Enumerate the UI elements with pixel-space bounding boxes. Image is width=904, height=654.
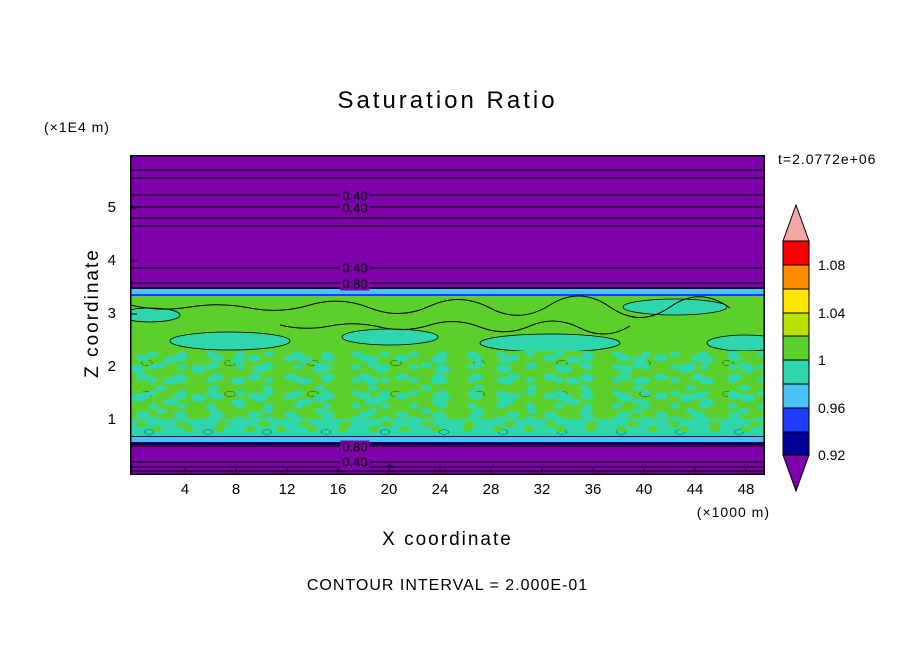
x-tick-label: 44 [686, 481, 704, 498]
colorbar-label: 0.92 [818, 447, 846, 463]
band-top-cyan-strip [130, 289, 765, 294]
x-tick-label: 20 [380, 481, 398, 498]
contour-label: 0.40 [340, 200, 370, 216]
x-tick-label: 16 [329, 481, 347, 498]
y-tick-label: 1 [107, 411, 116, 428]
x-tick-label: 8 [231, 481, 241, 498]
contour-label: 0.80 [340, 439, 370, 455]
x-tick-label: 36 [584, 481, 602, 498]
colorbar-under-arrow [782, 454, 810, 493]
colorbar-seg-cyan [782, 383, 810, 409]
colorbar-label: 0.96 [818, 400, 846, 416]
colorbar-seg-navy [782, 431, 810, 456]
y-tick-label: 2 [107, 358, 116, 375]
contour-interval-caption: CONTOUR INTERVAL = 2.000E-01 [306, 577, 589, 594]
band-bottom-cyan-strip [130, 437, 765, 442]
x-tick-label: 28 [482, 481, 500, 498]
y-tick-label: 5 [107, 199, 116, 216]
colorbar-seg-blue [782, 407, 810, 433]
x-tick-label: 48 [737, 481, 755, 498]
colorbar-seg-orange [782, 264, 810, 290]
speckle-mixture-zone [131, 351, 764, 419]
y-tick-label: 3 [107, 305, 116, 322]
colorbar-label: 1.04 [818, 305, 846, 321]
colorbar-over-arrow [782, 203, 810, 242]
colorbar-label: 1 [818, 352, 826, 368]
page-title: Saturation Ratio [337, 87, 558, 114]
minimum-marker: + [386, 459, 394, 473]
colorbar-seg-turquoise [782, 359, 810, 385]
colorbar [782, 203, 810, 493]
x-tick-label: 24 [431, 481, 449, 498]
colorbar-seg-yellow [782, 288, 810, 314]
x-tick-label: 12 [278, 481, 296, 498]
time-annotation: t=2.0772e+06 [778, 151, 877, 167]
contour-label: 0.40 [340, 454, 370, 470]
x-tick-label: 32 [533, 481, 551, 498]
colorbar-seg-red [782, 240, 810, 266]
band-top-blue-strip [130, 294, 765, 296]
colorbar-seg-yellowgreen [782, 312, 810, 337]
colorbar-seg-green [782, 335, 810, 361]
contour-plot-area: 0.40 0.40 0.40 0.80 0.80 0.40 + [130, 155, 765, 475]
y-axis-unit: (×1E4 m) [44, 119, 110, 135]
speckle-turquoise-zone [131, 419, 764, 436]
x-tick-label: 40 [635, 481, 653, 498]
contour-label: 0.40 [340, 260, 370, 276]
x-tick-label: 4 [180, 481, 190, 498]
x-axis-title: X coordinate [382, 529, 513, 550]
colorbar-label: 1.08 [818, 257, 846, 273]
contour-label: 0.80 [340, 276, 370, 292]
x-axis-unit: (×1000 m) [696, 504, 770, 520]
contour-label: 0.40 [340, 188, 370, 204]
y-tick-label: 4 [107, 252, 116, 269]
